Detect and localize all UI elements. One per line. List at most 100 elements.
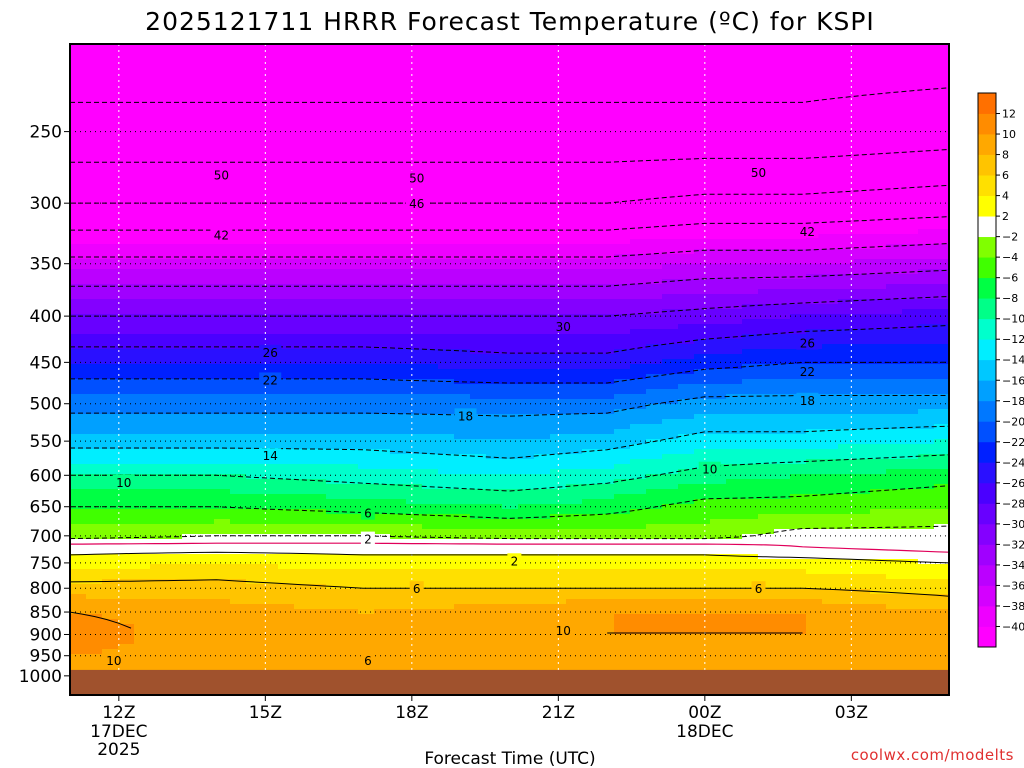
temperature-cell	[438, 104, 455, 110]
temperature-cell	[582, 419, 599, 425]
temperature-cell	[902, 104, 919, 110]
temperature-cell	[438, 184, 455, 190]
temperature-cell	[262, 234, 279, 240]
temperature-cell	[326, 89, 343, 95]
temperature-cell	[566, 404, 583, 410]
temperature-cell	[422, 69, 439, 75]
temperature-cell	[166, 394, 183, 400]
temperature-cell	[646, 494, 663, 500]
temperature-cell	[854, 344, 871, 350]
temperature-cell	[534, 274, 551, 280]
temperature-cell	[806, 74, 823, 80]
temperature-cell	[774, 359, 791, 365]
temperature-cell	[902, 479, 919, 485]
temperature-cell	[854, 104, 871, 110]
temperature-cell	[390, 339, 407, 345]
temperature-cell	[918, 99, 935, 105]
temperature-cell	[886, 464, 903, 470]
temperature-cell	[790, 169, 807, 175]
temperature-cell	[742, 419, 759, 425]
temperature-cell	[774, 69, 791, 75]
temperature-cell	[694, 449, 711, 455]
temperature-cell	[870, 374, 887, 380]
temperature-cell	[566, 239, 583, 245]
temperature-cell	[582, 324, 599, 330]
temperature-cell	[502, 169, 519, 175]
temperature-cell	[518, 304, 535, 310]
temperature-cell	[422, 189, 439, 195]
temperature-cell	[438, 229, 455, 235]
temperature-cell	[390, 484, 407, 490]
temperature-cell	[518, 334, 535, 340]
temperature-cell	[534, 364, 551, 370]
temperature-cell	[294, 334, 311, 340]
temperature-cell	[198, 364, 215, 370]
temperature-cell	[694, 224, 711, 230]
temperature-cell	[390, 74, 407, 80]
temperature-cell	[726, 229, 743, 235]
temperature-cell	[150, 154, 167, 160]
temperature-cell	[726, 109, 743, 115]
temperature-cell	[902, 74, 919, 80]
temperature-cell	[454, 184, 471, 190]
temperature-cell	[390, 464, 407, 470]
temperature-cell	[886, 449, 903, 455]
temperature-cell	[550, 314, 567, 320]
temperature-cell	[758, 44, 775, 50]
temperature-cell	[902, 464, 919, 470]
temperature-cell	[918, 274, 935, 280]
temperature-cell	[646, 144, 663, 150]
temperature-cell	[294, 174, 311, 180]
temperature-cell	[774, 284, 791, 290]
temperature-cell	[150, 179, 167, 185]
temperature-cell	[70, 429, 87, 435]
temperature-cell	[678, 489, 695, 495]
temperature-cell	[598, 54, 615, 60]
temperature-cell	[678, 149, 695, 155]
temperature-cell	[806, 159, 823, 165]
temperature-cell	[694, 384, 711, 390]
temperature-cell	[918, 189, 935, 195]
temperature-cell	[518, 104, 535, 110]
temperature-cell	[358, 439, 375, 445]
temperature-cell	[278, 189, 295, 195]
temperature-cell	[358, 194, 375, 200]
temperature-cell	[134, 469, 151, 475]
temperature-cell	[422, 109, 439, 115]
temperature-cell	[134, 179, 151, 185]
temperature-cell	[454, 124, 471, 130]
temperature-cell	[902, 329, 919, 335]
temperature-cell	[230, 234, 247, 240]
temperature-cell	[406, 379, 423, 385]
temperature-cell	[470, 384, 487, 390]
temperature-cell	[438, 119, 455, 125]
temperature-cell	[742, 209, 759, 215]
temperature-cell	[118, 429, 135, 435]
temperature-cell	[406, 284, 423, 290]
temperature-cell	[502, 359, 519, 365]
temperature-cell	[102, 194, 119, 200]
temperature-cell	[806, 149, 823, 155]
temperature-cell	[886, 234, 903, 240]
temperature-cell	[662, 209, 679, 215]
temperature-cell	[678, 289, 695, 295]
temperature-cell	[374, 99, 391, 105]
temperature-cell	[566, 314, 583, 320]
temperature-cell	[678, 244, 695, 250]
temperature-cell	[86, 329, 103, 335]
temperature-cell	[86, 479, 103, 485]
temperature-cell	[70, 204, 87, 210]
temperature-cell	[150, 314, 167, 320]
temperature-cell	[310, 309, 327, 315]
temperature-cell	[486, 344, 503, 350]
temperature-cell	[710, 84, 727, 90]
temperature-cell	[150, 299, 167, 305]
temperature-cell	[582, 179, 599, 185]
temperature-cell	[662, 114, 679, 120]
temperature-cell	[838, 49, 855, 55]
temperature-cell	[342, 109, 359, 115]
temperature-cell	[534, 209, 551, 215]
temperature-cell	[790, 409, 807, 415]
temperature-cell	[774, 279, 791, 285]
temperature-cell	[262, 479, 279, 485]
